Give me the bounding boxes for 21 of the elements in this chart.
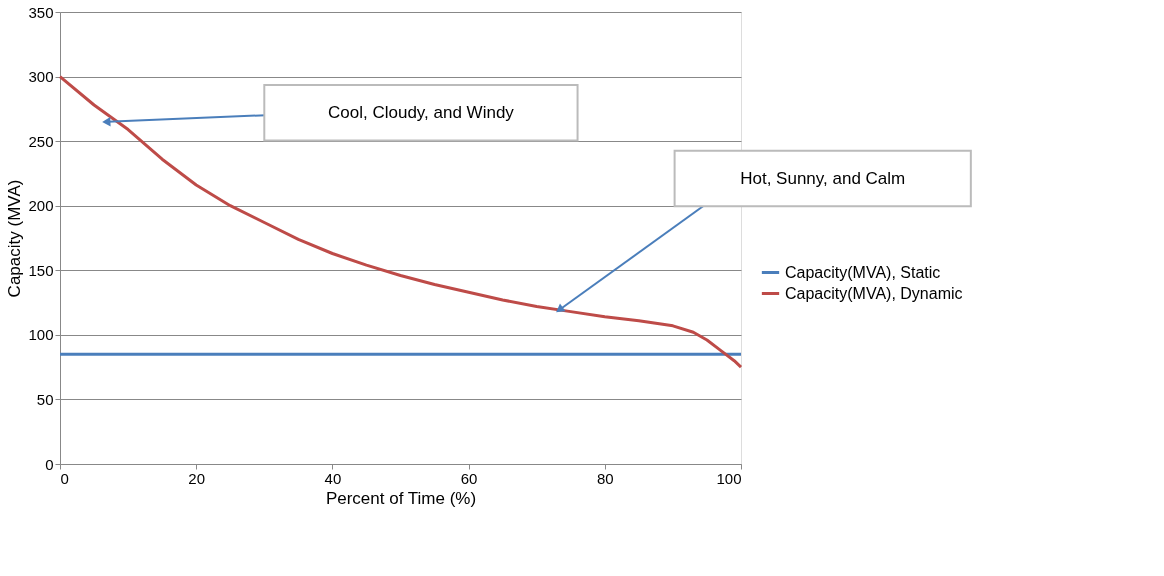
x-axis-title: Percent of Time (%)	[325, 488, 477, 508]
x-tick-label: 60	[460, 469, 478, 487]
y-axis-title: Capacity (MVA)	[5, 179, 25, 298]
line-series	[58, 75, 743, 369]
y-tick-label: 300	[28, 68, 54, 86]
y-tick-label: 50	[36, 390, 54, 408]
legend-label: Capacity(MVA), Dynamic	[785, 284, 963, 302]
y-tick-label: 250	[28, 132, 54, 150]
y-tick-label: 350	[28, 3, 54, 21]
x-tick-label: 100	[716, 469, 742, 487]
legend-label: Capacity(MVA), Static	[785, 263, 941, 281]
y-tick-label: 200	[28, 197, 54, 215]
x-tick-label: 0	[60, 469, 69, 487]
annotation: Hot, Sunny, and Calm	[740, 168, 906, 188]
y-tick-label: 0	[45, 455, 54, 473]
x-tick-label: 40	[324, 469, 342, 487]
x-tick-label: 20	[188, 469, 206, 487]
y-tick-label: 100	[28, 326, 54, 344]
annotation: Cool, Cloudy, and Windy	[328, 102, 515, 122]
x-tick-label: 80	[596, 469, 614, 487]
y-tick-label: 150	[28, 261, 54, 279]
